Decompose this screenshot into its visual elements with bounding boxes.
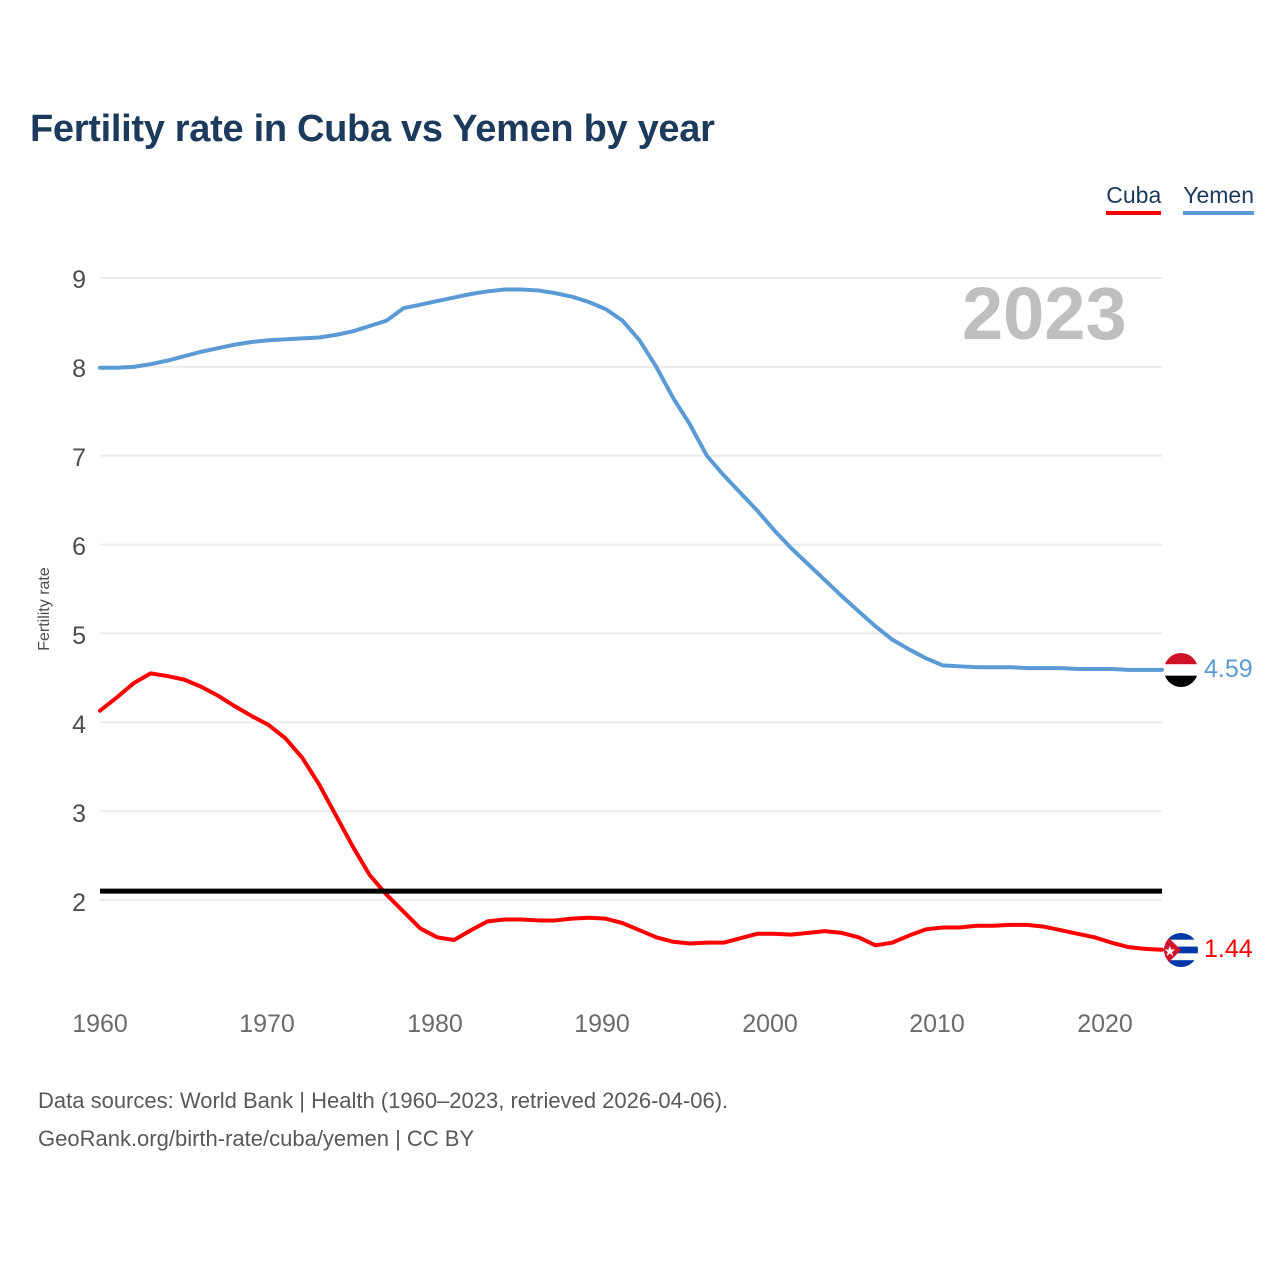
x-tick-1980: 1980 [407,1010,463,1038]
legend-item-yemen[interactable]: Yemen [1183,183,1254,215]
y-tick-4: 4 [72,711,86,739]
x-tick-1960: 1960 [72,1010,128,1038]
y-tick-9: 9 [72,266,86,294]
page-title: Fertility rate in Cuba vs Yemen by year [30,108,715,150]
legend-label-cuba: Cuba [1106,182,1162,208]
legend-item-cuba[interactable]: Cuba [1106,182,1162,215]
x-tick-1990: 1990 [574,1010,630,1038]
legend-label-yemen: Yemen [1183,182,1254,208]
y-tick-8: 8 [72,355,86,383]
y-tick-6: 6 [72,533,86,561]
series-lines [98,287,1164,952]
legend-swatch-yemen [1183,211,1254,215]
series-line-yemen [98,287,1164,672]
endpoint-value-yemen: 4.59 [1204,654,1253,683]
yemen-flag-icon [1164,652,1198,687]
watermark-year: 2023 [962,272,1127,355]
legend-swatch-cuba [1106,211,1162,215]
gridlines [100,277,1162,901]
x-tick-1970: 1970 [239,1010,295,1038]
cuba-flag-icon [1164,932,1198,967]
y-tick-3: 3 [72,800,86,828]
y-tick-2: 2 [72,889,86,917]
y-tick-5: 5 [72,622,86,650]
x-tick-2010: 2010 [909,1010,965,1038]
x-tick-2020: 2020 [1077,1010,1133,1038]
series-line-cuba [98,671,1164,952]
chart-legend: Cuba Yemen [1106,183,1254,215]
footer-attribution: GeoRank.org/birth-rate/cuba/yemen | CC B… [38,1126,475,1151]
endpoint-value-cuba: 1.44 [1204,934,1253,963]
y-tick-7: 7 [72,444,86,472]
x-tick-2000: 2000 [742,1010,798,1038]
footer-data-sources: Data sources: World Bank | Health (1960–… [38,1088,729,1113]
